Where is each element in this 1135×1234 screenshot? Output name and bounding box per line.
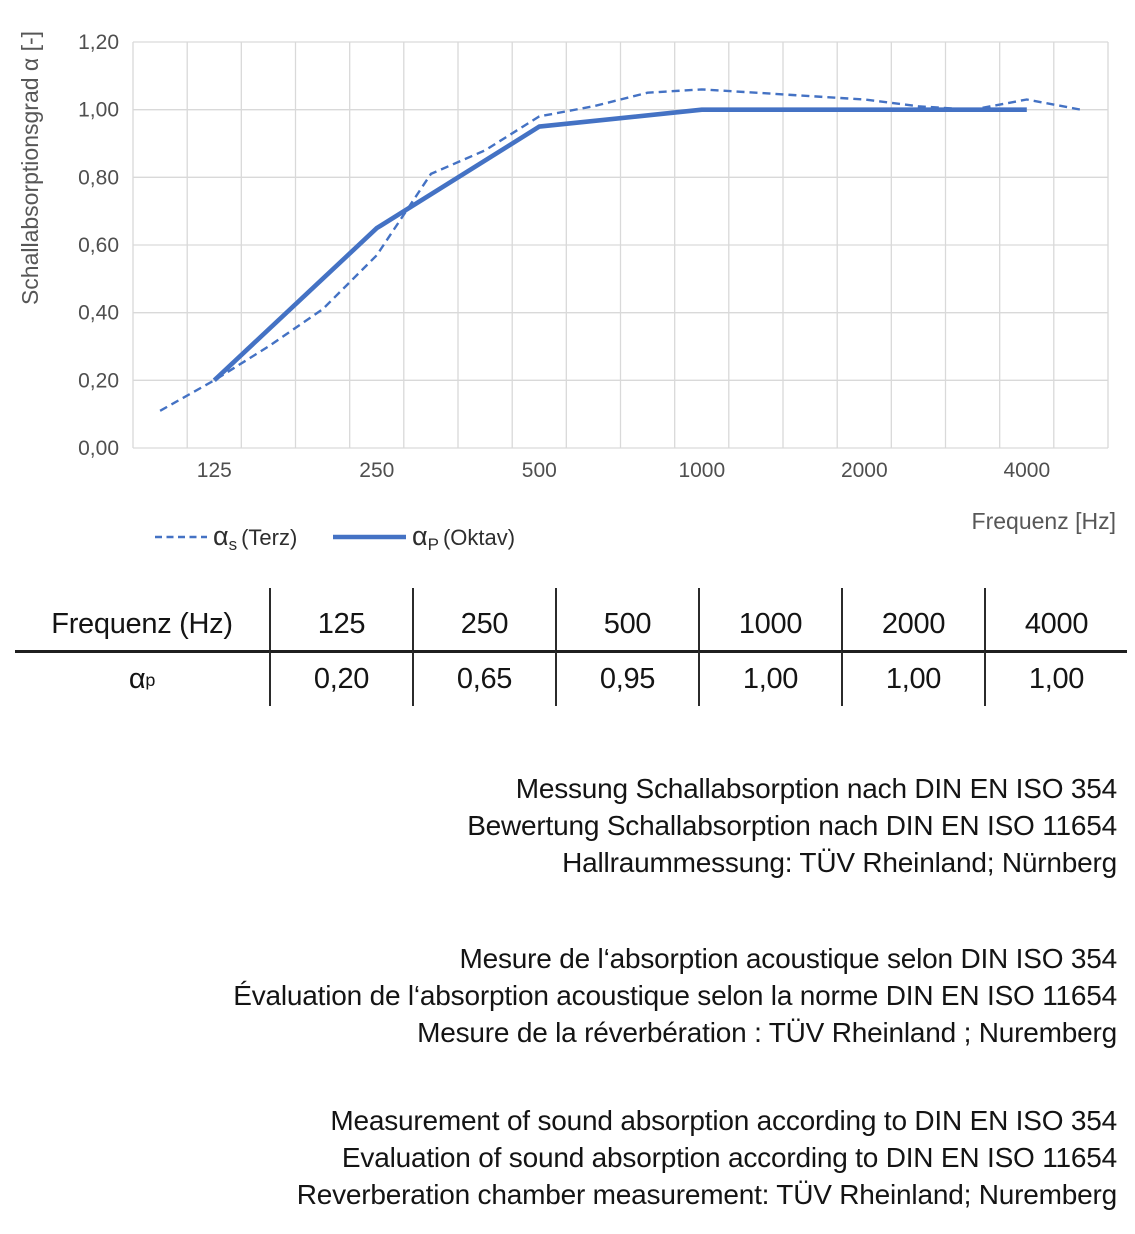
x-axis-title: Frequenz [Hz] [972,508,1116,534]
note-german: Messung Schallabsorption nach DIN EN ISO… [40,770,1117,881]
note-line: Bewertung Schallabsorption nach DIN EN I… [467,810,1117,841]
svg-text:0,20: 0,20 [78,369,119,392]
gridlines [132,41,1109,449]
table-value-cell: 1,00 [984,650,1127,706]
svg-text:2000: 2000 [841,459,888,482]
note-french: Mesure de l‘absorption acoustique selon … [40,940,1117,1051]
svg-text:500: 500 [522,459,557,482]
table-header-cell: 500 [555,588,698,650]
svg-text:0,00: 0,00 [78,437,119,460]
svg-text:0,60: 0,60 [78,234,119,257]
note-line: Evaluation of sound absorption according… [341,1142,1117,1173]
series-alpha-p-oktav [212,107,1027,382]
table-value-cell: 0,20 [269,650,412,706]
table-value-cell: 0,65 [412,650,555,706]
table-header-cell: 250 [412,588,555,650]
table-header-cell: Frequenz (Hz) [51,607,233,640]
table-value-cell: 1,00 [841,650,984,706]
y-axis-title: Schallabsorptionsgrad α [-] [17,31,43,305]
x-axis-tick-labels: 125 250 500 1000 2000 4000 [197,459,1050,482]
note-line: Messung Schallabsorption nach DIN EN ISO… [515,773,1117,804]
absorption-chart: 0,00 0,20 0,40 0,60 0,80 1,00 1,20 125 250 500 100… [17,31,1116,554]
legend-label: αs (Terz) [213,521,297,554]
svg-text:1,20: 1,20 [78,31,119,54]
table-value-cell: 1,00 [698,650,841,706]
legend-label: αP (Oktav) [412,521,515,554]
svg-text:0,80: 0,80 [78,166,119,189]
absorption-table: Frequenz (Hz) 125 250 500 1000 2000 4000… [15,588,1127,706]
table-header-cell: 1000 [698,588,841,650]
svg-text:250: 250 [359,459,394,482]
svg-text:125: 125 [197,459,232,482]
note-english: Measurement of sound absorption accordin… [40,1102,1118,1213]
alpha-symbol: α [128,663,146,695]
note-line: Measurement of sound absorption accordin… [330,1105,1117,1136]
table-header-cell: 2000 [841,588,984,650]
svg-text:1000: 1000 [678,459,725,482]
svg-text:1,00: 1,00 [78,99,119,122]
table-header-cell: 125 [269,588,412,650]
svg-text:4000: 4000 [1003,459,1050,482]
note-line: Hallraummessung: TÜV Rheinland; Nürnberg [562,847,1117,878]
chart-legend: αs (Terz) αP (Oktav) [155,521,515,554]
y-axis-tick-labels: 0,00 0,20 0,40 0,60 0,80 1,00 1,20 [78,31,119,460]
chart-area: 0,00 0,20 0,40 0,60 0,80 1,00 1,20 125 250 500 100… [0,0,1135,562]
note-line: Mesure de l‘absorption acoustique selon … [459,943,1117,974]
table-value-cell: 0,95 [555,650,698,706]
note-line: Reverberation chamber measurement: TÜV R… [296,1179,1118,1210]
note-line: Évaluation de l‘absorption acoustique se… [233,980,1117,1011]
table-header-cell: 4000 [984,588,1127,650]
note-line: Mesure de la réverbération : TÜV Rheinla… [417,1017,1117,1048]
svg-text:0,40: 0,40 [78,302,119,325]
